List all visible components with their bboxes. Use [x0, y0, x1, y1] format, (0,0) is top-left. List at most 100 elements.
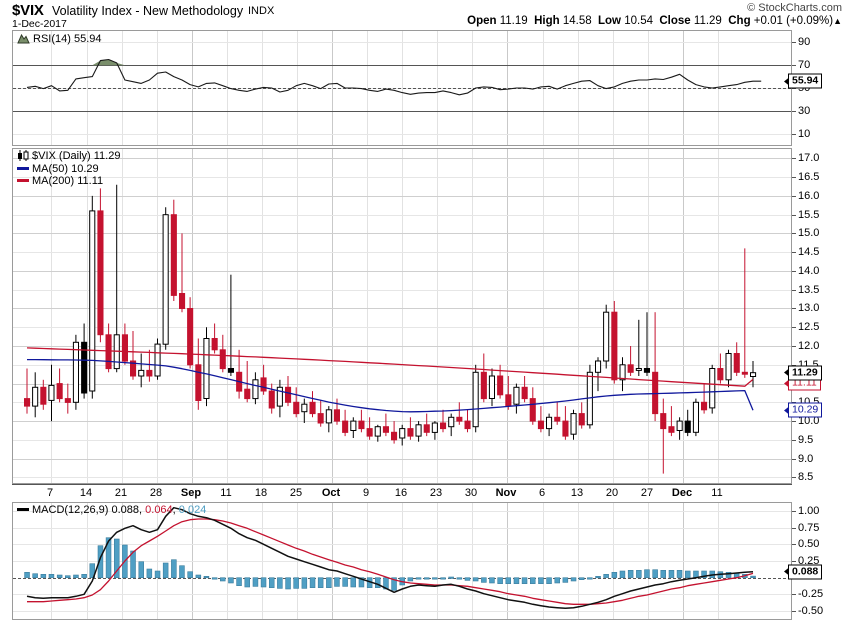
x-tick-label-11: 11 [711, 487, 723, 499]
macd-y-tick-label: 1.00 [798, 505, 820, 517]
gridline-horizontal [13, 594, 791, 595]
candle-body [130, 360, 137, 377]
candle-body [399, 428, 406, 439]
macd-histogram-bar [570, 577, 577, 582]
gridline-vertical [332, 149, 333, 483]
macd-histogram-bar [554, 577, 560, 584]
gridline-horizontal [13, 561, 791, 562]
macd-value-flag: 0.088 [783, 564, 823, 580]
candle-body [546, 416, 553, 430]
gridline-horizontal [13, 528, 791, 529]
ma200-legend-text: MA(200) 11.11 [32, 175, 104, 187]
macd-histogram-bar [171, 559, 177, 579]
macd-histogram-bar [89, 563, 96, 579]
macd-histogram-bar [423, 577, 430, 580]
candle-body [252, 379, 259, 400]
y-tick-mark [792, 196, 796, 197]
gridline-vertical [472, 149, 473, 483]
candle-body [285, 386, 292, 403]
x-tick-label-9: 9 [362, 487, 370, 499]
macd-signal-value: 0.064 [145, 504, 173, 516]
candle-body [374, 426, 381, 437]
macd-histogram-bar [636, 570, 642, 578]
symbol-exchange: INDX [248, 5, 275, 17]
y-tick-mark [792, 402, 796, 403]
gridline-horizontal [13, 327, 791, 328]
gridline-horizontal [13, 177, 791, 178]
macd-histogram-bar [391, 577, 397, 591]
candle-body [72, 341, 80, 403]
candle-body [407, 428, 414, 437]
candle-body [595, 360, 602, 373]
candle-body [366, 428, 373, 437]
y-tick-mark [792, 528, 796, 529]
candle-body [562, 420, 569, 437]
macd-histogram-bar [309, 577, 316, 588]
candle-body [456, 416, 463, 422]
candle-body [211, 338, 218, 351]
candle-body [480, 371, 487, 400]
macd-histogram-bar [179, 565, 185, 579]
x-tick-label-21: 21 [114, 487, 128, 499]
gridline-horizontal [13, 459, 791, 460]
y-tick-mark [792, 42, 796, 43]
candle-body [431, 422, 438, 433]
y-tick-mark [792, 111, 796, 112]
gridline-horizontal [13, 346, 791, 347]
candle-body [56, 383, 63, 400]
macd-histogram-bar [546, 577, 552, 584]
macd-histogram-bar [676, 570, 683, 578]
macd-y-tick-label: 0.25 [798, 555, 820, 567]
gridline-horizontal [13, 365, 791, 366]
gridline-vertical [367, 149, 368, 483]
macd-histogram-bar [236, 577, 242, 586]
candle-body [97, 210, 104, 336]
x-tick-label-7: 7 [46, 487, 54, 499]
rsi-midline [13, 88, 791, 89]
candle-body [138, 369, 145, 377]
gridline-horizontal [13, 477, 791, 478]
gridline-vertical [507, 149, 508, 483]
macd-histogram-bar [587, 577, 593, 580]
chg-value: +0.01 (+0.09%) [753, 15, 834, 27]
chart-header: $VIX Volatility Index - New Methodology … [0, 0, 850, 30]
price-legend-main: $VIX (Daily) 11.29 [17, 150, 120, 162]
candle-body [472, 371, 479, 428]
macd-legend: MACD(12,26,9) 0.088, 0.064, 0.024 [17, 504, 206, 516]
gridline-horizontal [13, 252, 791, 253]
candle-body [325, 409, 332, 424]
candle-body [627, 364, 634, 373]
macd-histogram-bar [220, 577, 226, 582]
candle-body [162, 214, 169, 345]
gridline-vertical [648, 149, 649, 483]
candle-body [643, 368, 651, 373]
x-tick-label-14: 14 [79, 487, 93, 499]
y-tick-mark [792, 290, 796, 291]
candle-body [260, 377, 267, 392]
candle-body [529, 398, 536, 422]
gridline-horizontal [13, 384, 791, 385]
candle-body [497, 375, 504, 396]
y-tick-mark [792, 346, 796, 347]
y-tick-mark [792, 308, 796, 309]
candle-body [448, 416, 455, 428]
candle-body [227, 368, 234, 373]
macd-histogram-bar [440, 577, 446, 580]
price-y-axis: 17.0 16.5 16.0 15.5 15.0 14.5 14.0 13.5 13.0 12.5… [783, 148, 848, 484]
macd-legend-value: 0.088 [111, 504, 140, 516]
y-tick-mark [792, 511, 796, 512]
gridline-horizontal [13, 402, 791, 403]
candle-body [350, 420, 357, 432]
macd-histogram-bar [505, 577, 511, 584]
gridline-vertical [262, 149, 263, 483]
rsi-oversold-line [13, 111, 791, 112]
y-tick-mark [792, 252, 796, 253]
x-tick-label-6: 6 [538, 487, 546, 499]
symbol-description: Volatility Index - New Methodology [52, 4, 244, 18]
macd-histogram-bar [358, 577, 365, 588]
macd-histogram-bar [187, 571, 193, 578]
macd-y-tick-label: 0.75 [798, 521, 820, 534]
candlestick-icon [17, 150, 30, 161]
candle-body [554, 416, 561, 422]
macd-histogram-bar [81, 574, 87, 578]
